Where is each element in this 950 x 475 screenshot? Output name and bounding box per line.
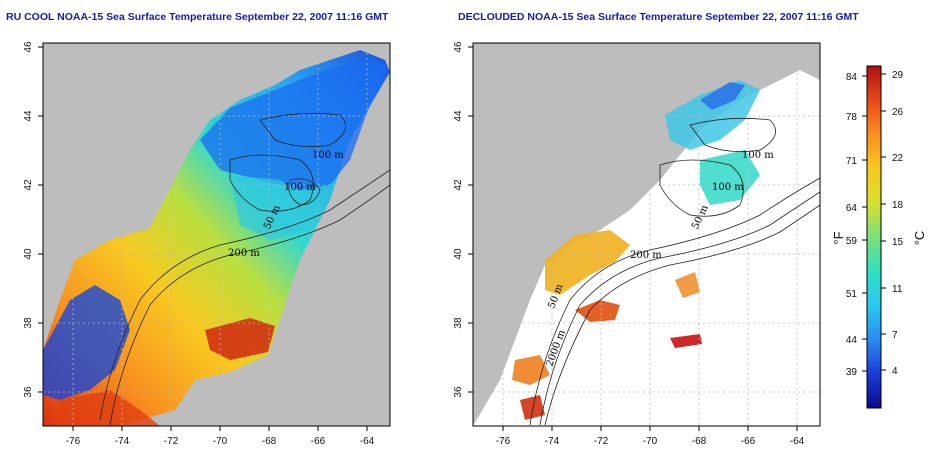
right-tick-marks — [468, 46, 798, 431]
left-lon-tick: -72 — [164, 436, 179, 447]
left-lon-tick: -66 — [311, 436, 326, 447]
fahrenheit-tick: 51 — [846, 289, 858, 300]
left-gulf-of-maine-cold — [200, 58, 388, 190]
right-lon-tick: -70 — [643, 436, 658, 447]
fahrenheit-tick: 84 — [846, 72, 858, 83]
fahrenheit-tick: 39 — [846, 367, 858, 378]
temperature-colorbar: 84 78 71 64 59 51 44 39 29 26 22 18 15 1… — [831, 65, 927, 409]
right-southern-red — [520, 395, 545, 420]
right-lat-tick: 44 — [453, 110, 464, 122]
left-graticule — [43, 43, 390, 426]
left-lat-tick: 44 — [23, 110, 34, 122]
right-contour-label-200: 200 m — [630, 250, 662, 261]
right-lon-tick: -74 — [545, 436, 560, 447]
left-lon-tick: -74 — [115, 436, 130, 447]
right-lon-tick: -64 — [790, 436, 805, 447]
celsius-tick: 11 — [892, 284, 903, 295]
right-lon-tick: -76 — [496, 436, 511, 447]
right-red-patch — [670, 334, 702, 348]
left-map-title: RU COOL NOAA-15 Sea Surface Temperature … — [6, 11, 389, 23]
left-coastal-cold — [43, 285, 130, 400]
left-map: 100 m 100 m 200 m 50 m — [43, 43, 390, 426]
fahrenheit-tick: 64 — [846, 203, 858, 214]
right-lon-tick: -68 — [692, 436, 707, 447]
right-offshore-orange — [675, 272, 700, 298]
right-map-frame — [472, 42, 821, 427]
left-gulf-stream — [205, 318, 275, 360]
right-georges-bank — [700, 150, 760, 205]
colorbar-tick-marks — [862, 73, 886, 372]
celsius-tick: 29 — [892, 70, 904, 81]
celsius-tick: 18 — [892, 200, 904, 211]
fahrenheit-tick: 78 — [846, 112, 858, 123]
left-lat-tick: 46 — [23, 41, 34, 53]
celsius-tick: 26 — [892, 107, 904, 118]
left-lat-tick: 38 — [23, 317, 34, 329]
right-warm-shelf — [545, 230, 630, 295]
left-contour-label-100a: 100 m — [312, 150, 344, 161]
left-tick-marks — [38, 46, 368, 431]
right-lat-tick: 36 — [453, 386, 464, 398]
right-contour-label-100a: 100 m — [742, 150, 774, 161]
right-map-title: DECLOUDED NOAA-15 Sea Surface Temperatur… — [458, 11, 859, 23]
left-lat-tick: 42 — [23, 179, 34, 191]
right-lat-tick: 40 — [453, 248, 464, 260]
left-lon-tick: -68 — [262, 436, 277, 447]
celsius-tick: 4 — [892, 366, 898, 377]
celsius-tick: 22 — [892, 153, 904, 164]
left-lon-tick: -76 — [66, 436, 81, 447]
left-contour-label-100b: 100 m — [284, 182, 316, 193]
left-map-frame — [42, 42, 391, 427]
right-lon-tick: -66 — [741, 436, 756, 447]
left-isobaths — [99, 112, 390, 426]
fahrenheit-tick: 59 — [846, 236, 858, 247]
right-map: 100 m 100 m 200 m 50 m 50 m 2000 m — [473, 43, 820, 426]
right-lon-tick: -72 — [594, 436, 609, 447]
left-contour-label-200: 200 m — [228, 248, 260, 259]
fahrenheit-unit-label: °F — [831, 231, 846, 244]
right-isobaths — [529, 117, 820, 426]
right-lat-tick: 38 — [453, 317, 464, 329]
fahrenheit-tick: 44 — [846, 335, 858, 346]
right-bay-of-fundy — [700, 82, 745, 110]
right-lat-tick: 46 — [453, 41, 464, 53]
celsius-tick: 7 — [892, 330, 898, 341]
colorbar-gradient — [866, 65, 882, 409]
left-lat-tick: 40 — [23, 248, 34, 260]
left-lon-tick: -64 — [360, 436, 375, 447]
celsius-unit-label: °C — [912, 231, 927, 246]
left-lat-tick: 36 — [23, 386, 34, 398]
fahrenheit-tick: 71 — [846, 156, 858, 167]
left-southern-warm — [55, 390, 160, 426]
right-contour-label-100b: 100 m — [712, 182, 744, 193]
celsius-tick: 15 — [892, 237, 904, 248]
right-lat-tick: 42 — [453, 179, 464, 191]
left-lon-tick: -70 — [213, 436, 228, 447]
